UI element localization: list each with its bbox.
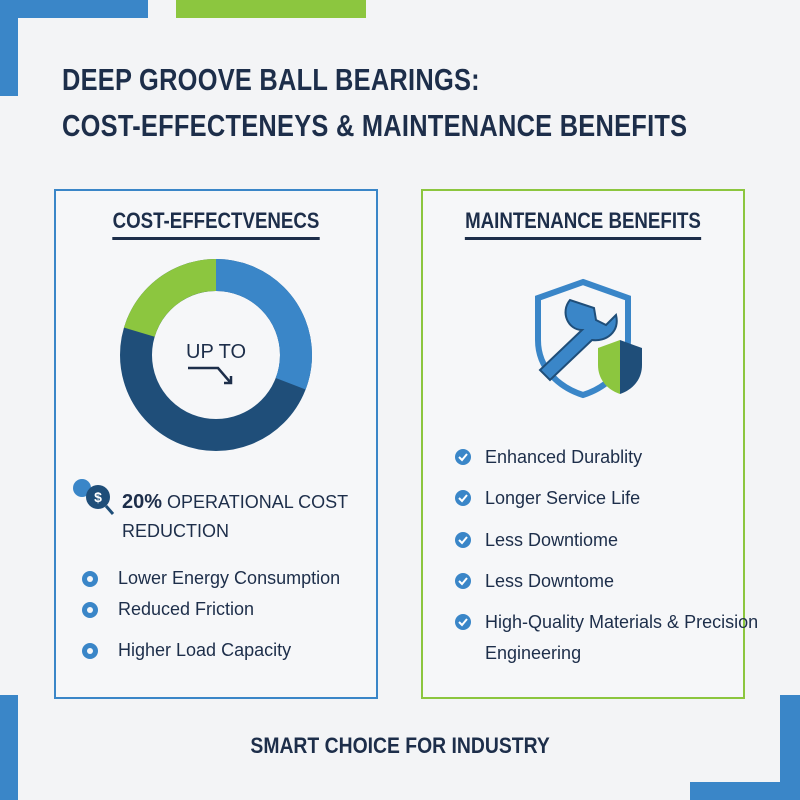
check-mark <box>458 494 468 503</box>
check-mark <box>458 536 468 545</box>
panel-heading: COST-EFFECTVENECS <box>79 208 353 240</box>
heading-text: MAINTENANCE BENEFITS <box>465 208 701 240</box>
title-line: COST-EFFECTENEYS & MAINTENANCE BENEFITS <box>62 108 688 143</box>
panel-heading: MAINTENANCE BENEFITS <box>446 208 720 240</box>
title-line: DEEP GROOVE BALL BEARINGS: <box>62 62 480 97</box>
check-mark <box>458 577 468 586</box>
donut-label: UP TO <box>186 341 247 363</box>
highlight-text: OPERATIONAL COST REDUCTION <box>122 492 348 541</box>
check-icon <box>455 614 471 630</box>
list-item: Reduced Friction <box>118 599 255 619</box>
list-item: Longer Service Life <box>485 488 641 508</box>
check-icon <box>455 449 471 465</box>
check-icon <box>455 573 471 589</box>
svg-text:$: $ <box>94 489 102 505</box>
footer: SMART CHOICE FOR INDUSTRY <box>0 733 800 759</box>
check-icon <box>455 490 471 506</box>
highlight: 20% OPERATIONAL COST REDUCTION <box>122 488 362 546</box>
list-item: High-Quality Materials & Precision Engin… <box>485 612 759 663</box>
list-item: Enhanced Durablity <box>485 447 643 467</box>
heading-text: COST-EFFECTVENECS <box>112 208 320 240</box>
list-item: Less Downtiome <box>485 530 619 550</box>
check-mark <box>458 618 468 627</box>
list-item: Less Downtome <box>485 571 615 591</box>
list-item: Higher Load Capacity <box>118 640 292 660</box>
check-icon <box>455 532 471 548</box>
highlight-value: 20% <box>122 491 163 513</box>
check-mark <box>458 453 468 462</box>
footer-text: SMART CHOICE FOR INDUSTRY <box>250 733 550 758</box>
list-item: Lower Energy Consumption <box>118 568 341 588</box>
